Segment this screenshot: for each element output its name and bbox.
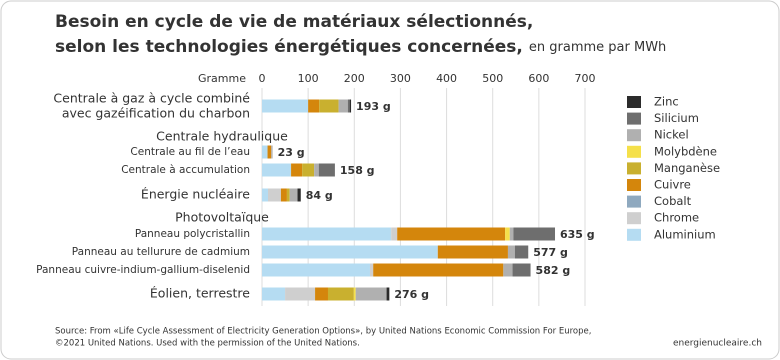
chart-title: Besoin en cycle de vie de matériaux séle… (55, 12, 533, 32)
x-tick-label: 100 (298, 72, 319, 85)
bar-segment (291, 163, 303, 177)
legend-swatch (627, 129, 641, 142)
bar-segment (262, 188, 268, 202)
source: ©2021 United Nations. Used with the perm… (55, 339, 360, 349)
legend-swatch (627, 145, 641, 158)
total-label: 158 g (340, 164, 375, 177)
legend-label: Chrome (654, 211, 699, 225)
total-label: 23 g (278, 146, 305, 159)
category-label: Éolien, terrestre (150, 286, 250, 301)
category-label: Panneau polycristallin (135, 228, 250, 240)
bar-segment (297, 188, 301, 202)
total-label: 193 g (356, 100, 391, 113)
legend-label: Cuivre (654, 178, 691, 192)
website: energienucleaire.ch (673, 339, 762, 349)
category-label: Centrale à accumulation (121, 164, 250, 176)
legend-label: Manganèse (654, 161, 720, 175)
x-tick-label: 300 (390, 72, 411, 85)
bar-segment (437, 245, 508, 259)
total-label: 84 g (306, 189, 333, 202)
bar-segment (280, 188, 287, 202)
x-tick-label: 400 (436, 72, 457, 85)
bar-segment (397, 227, 506, 241)
bar-segment (327, 287, 354, 301)
bar-segment (369, 263, 374, 277)
legend-label: Nickel (654, 128, 689, 142)
bar-segment (289, 188, 298, 202)
bar-segment (285, 287, 316, 301)
bar-segment (355, 287, 387, 301)
category-label: Panneau cuivre-indium-gallium-diselenid (36, 264, 250, 276)
bar-segment (338, 99, 348, 113)
legend-swatch (627, 195, 641, 208)
bar-segment (318, 163, 335, 177)
bar-segment (503, 263, 513, 277)
bar-segment (262, 99, 309, 113)
bar-segment (514, 245, 529, 259)
x-tick-label: 500 (482, 72, 503, 85)
category-label: Photovoltaïque (175, 210, 269, 225)
legend-swatch (627, 179, 641, 191)
bar-segment (308, 99, 320, 113)
chart-title: selon les technologies énergétiques conc… (55, 37, 666, 57)
category-label-line: avec gazéification du charbon (62, 105, 250, 120)
bar-segment (353, 287, 356, 301)
bar-segment (271, 145, 273, 159)
total-label: 635 g (560, 228, 595, 241)
legend-label: Cobalt (654, 194, 692, 208)
x-tick-label: 600 (528, 72, 549, 85)
bar-segment (262, 145, 268, 159)
legend-swatch (627, 162, 641, 175)
legend-label: Aluminium (654, 227, 716, 241)
x-tick-label: 0 (259, 72, 266, 85)
bar-segment (267, 145, 272, 159)
x-tick-label: 700 (575, 72, 596, 85)
bar-segment (513, 227, 556, 241)
category-label: Centrale au fil de l’eau (130, 146, 250, 158)
legend-swatch (627, 212, 641, 225)
bar-segment (509, 227, 514, 241)
legend-label: Molybdène (654, 144, 717, 158)
legend-label: Zinc (654, 95, 679, 109)
bar-segment (386, 287, 390, 301)
bar-segment (267, 188, 281, 202)
legend-swatch (627, 96, 641, 108)
bar-segment (262, 163, 292, 177)
bar-segment (512, 263, 531, 277)
bar-segment (262, 245, 438, 259)
total-label: 276 g (394, 288, 429, 301)
bar-segment (262, 287, 286, 301)
category-label: Énergie nucléaire (141, 187, 250, 202)
legend-swatch (627, 112, 641, 125)
bar-segment (262, 263, 370, 277)
x-tick-label: 200 (344, 72, 365, 85)
bar-segment (347, 99, 350, 113)
category-label: Panneau au tellurure de cadmium (72, 246, 250, 258)
bar-segment (262, 227, 392, 241)
bar-segment (349, 99, 352, 113)
bar-segment (505, 227, 510, 241)
bar-segment (314, 163, 319, 177)
chart-subtitle: en gramme par MWh (529, 40, 666, 55)
category-label-line: Centrale à gaz à cycle combiné (53, 90, 250, 105)
category-label: Centrale hydraulique (156, 129, 288, 144)
bar-segment (302, 163, 315, 177)
bar-segment (507, 245, 515, 259)
axis-label: Gramme (198, 72, 246, 85)
source: Source: From «Life Cycle Assessment of E… (55, 327, 591, 337)
chart-title: selon les technologies énergétiques conc… (55, 37, 523, 57)
bar-segment (315, 287, 328, 301)
legend-label: Silicium (654, 111, 699, 125)
bar-segment (373, 263, 504, 277)
total-label: 582 g (536, 264, 571, 277)
legend-swatch (627, 228, 641, 241)
bar-segment (319, 99, 339, 113)
bar-segment (286, 188, 290, 202)
total-label: 577 g (533, 246, 568, 259)
bar-segment (391, 227, 398, 241)
category-label: Centrale à gaz à cycle combiné avec gazéi… (53, 90, 250, 120)
